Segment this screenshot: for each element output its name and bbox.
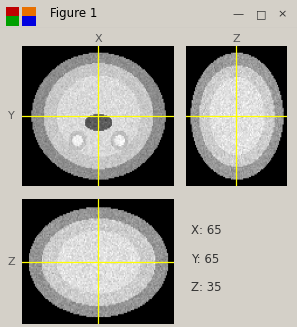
Bar	[6, 16, 19, 26]
Text: □: □	[256, 9, 267, 19]
Text: —: —	[232, 9, 243, 19]
Text: Y: 65: Y: 65	[191, 253, 219, 266]
Bar	[22, 16, 36, 26]
Text: Figure 1: Figure 1	[50, 8, 98, 20]
Text: ×: ×	[277, 9, 287, 19]
Text: Z: Z	[7, 257, 15, 267]
Text: Z: 35: Z: 35	[191, 281, 221, 294]
Text: Y: Y	[8, 111, 14, 121]
Bar	[6, 7, 19, 17]
Text: X: 65: X: 65	[191, 224, 221, 237]
Text: Z: Z	[232, 34, 240, 44]
Bar	[22, 7, 36, 17]
Text: X: X	[94, 34, 102, 44]
